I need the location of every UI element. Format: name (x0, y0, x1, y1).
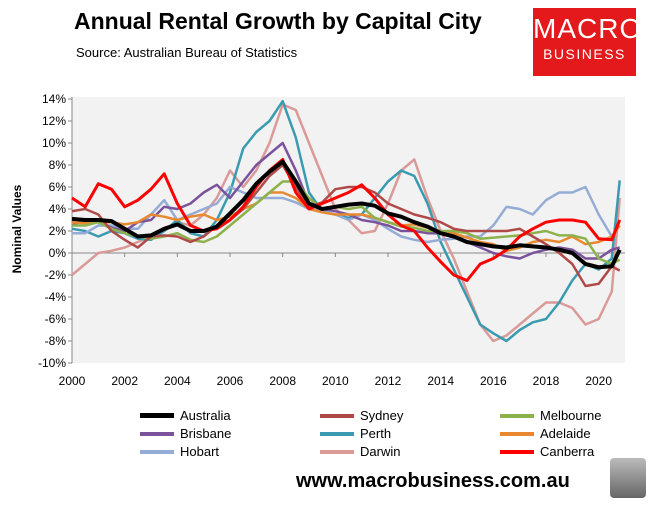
y-tick-label: 12% (42, 114, 66, 128)
legend-swatch (500, 413, 534, 418)
legend-label: Brisbane (180, 426, 232, 441)
website-url: www.macrobusiness.com.au (296, 470, 570, 492)
macrobusiness-logo: MACRO BUSINESS (533, 8, 643, 76)
legend-label: Hobart (180, 444, 220, 459)
legend-swatch (320, 431, 354, 436)
plot-area (72, 97, 625, 363)
y-tick-label: -4% (45, 290, 67, 304)
legend-label: Adelaide (540, 426, 591, 441)
x-tick-label: 2010 (322, 374, 349, 388)
legend-label: Melbourne (540, 408, 602, 423)
logo-line1: MACRO (533, 13, 643, 44)
legend-item-melbourne: Melbourne (500, 408, 601, 423)
series-line-australia (71, 159, 622, 270)
x-tick-label: 2020 (585, 374, 612, 388)
legend-swatch (500, 449, 534, 454)
y-tick-label: 14% (42, 92, 66, 106)
series-line-adelaide (71, 191, 621, 253)
y-tick-label: -6% (45, 312, 67, 326)
legend-item-hobart: Hobart (140, 444, 219, 459)
legend-label: Perth (360, 426, 392, 441)
y-tick-label: 0% (49, 246, 67, 260)
legend-item-australia: Australia (140, 408, 231, 423)
x-tick-label: 2016 (480, 374, 507, 388)
legend-item-canberra: Canberra (500, 444, 594, 459)
x-tick-label: 2002 (111, 374, 138, 388)
legend-label: Australia (180, 408, 231, 423)
y-tick-label: 8% (49, 158, 67, 172)
legend-label: Darwin (360, 444, 401, 459)
legend-swatch (140, 413, 174, 418)
x-tick-label: 2006 (217, 374, 244, 388)
legend-swatch (500, 431, 534, 436)
legend-item-adelaide: Adelaide (500, 426, 591, 441)
y-tick-label: 4% (49, 202, 67, 216)
y-tick-label: -10% (38, 356, 66, 370)
legend-label: Sydney (360, 408, 404, 423)
legend-item-sydney: Sydney (320, 408, 403, 423)
chart-subtitle: Source: Australian Bureau of Statistics (76, 45, 298, 60)
legend-label: Canberra (540, 444, 595, 459)
x-tick-label: 2000 (59, 374, 86, 388)
y-tick-label: -8% (45, 334, 67, 348)
legend-item-brisbane: Brisbane (140, 426, 231, 441)
y-tick-label: -2% (45, 268, 67, 282)
legend-swatch (140, 449, 174, 454)
legend-item-perth: Perth (320, 426, 391, 441)
y-tick-label: 6% (49, 180, 67, 194)
y-tick-label: 2% (49, 224, 67, 238)
legend-swatch (320, 413, 354, 418)
y-tick-label: 10% (42, 136, 66, 150)
legend-swatch (320, 449, 354, 454)
x-tick-label: 2014 (427, 374, 454, 388)
series-line-canberra (71, 158, 622, 282)
y-axis-label: Nominal Values (10, 184, 24, 274)
chart-title: Annual Rental Growth by Capital City (74, 8, 482, 34)
legend-swatch (140, 431, 174, 436)
x-tick-label: 2012 (375, 374, 402, 388)
x-tick-label: 2004 (164, 374, 191, 388)
logo-line2: BUSINESS (543, 46, 626, 62)
series-line-hobart (72, 185, 621, 244)
legend-item-darwin: Darwin (320, 444, 400, 459)
x-tick-label: 2008 (269, 374, 296, 388)
series-line-sydney (71, 163, 621, 288)
x-tick-label: 2018 (533, 374, 560, 388)
wolf-logo-icon (610, 458, 646, 498)
